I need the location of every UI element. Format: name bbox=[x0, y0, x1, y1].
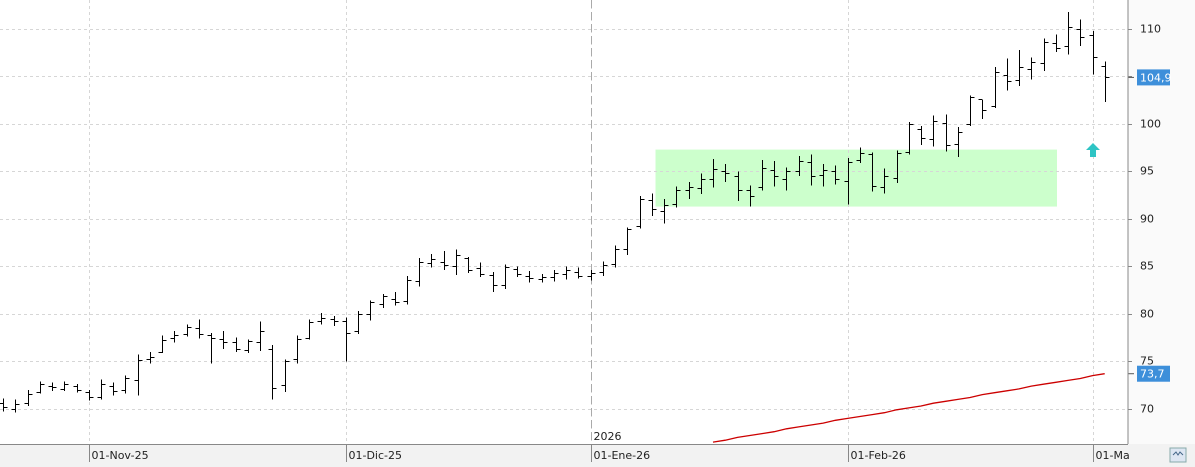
y-tick-label: 75 bbox=[1140, 355, 1154, 368]
corner-icon bbox=[1172, 451, 1184, 456]
moving-average bbox=[712, 373, 1105, 443]
year-label: 2026 bbox=[594, 430, 622, 443]
y-tick-label: 110 bbox=[1140, 23, 1161, 36]
y-tick-label: 85 bbox=[1140, 260, 1154, 273]
average-label-box bbox=[1137, 365, 1170, 382]
background-layer bbox=[0, 0, 1128, 444]
x-tick-label: 01-Nov-25 bbox=[92, 449, 149, 462]
last-price-label: 104,9 bbox=[1140, 71, 1172, 84]
y-tick-label: 90 bbox=[1140, 213, 1154, 226]
x-tick-label: 01-Feb-26 bbox=[851, 449, 906, 462]
y-tick-label: 70 bbox=[1140, 403, 1154, 416]
last-price-label-box bbox=[1137, 69, 1170, 86]
x-tick-label: 01-Ene-26 bbox=[594, 449, 651, 462]
x-axis-band bbox=[0, 444, 1195, 467]
y-tick-label: 100 bbox=[1140, 118, 1161, 131]
axis-layer: 70758085909510010511001-Nov-2501-Dic-250… bbox=[89, 23, 1172, 462]
y-tick-label: 80 bbox=[1140, 308, 1154, 321]
signal-arrow bbox=[1086, 143, 1100, 157]
y-tick-label: 95 bbox=[1140, 165, 1154, 178]
x-tick-label: 01-Dic-25 bbox=[349, 449, 403, 462]
x-tick-label: 01-Ma bbox=[1096, 449, 1130, 462]
average-label: 73,7 bbox=[1140, 368, 1165, 381]
highlight-zone bbox=[655, 149, 1058, 207]
marks-layer bbox=[0, 11, 1110, 443]
